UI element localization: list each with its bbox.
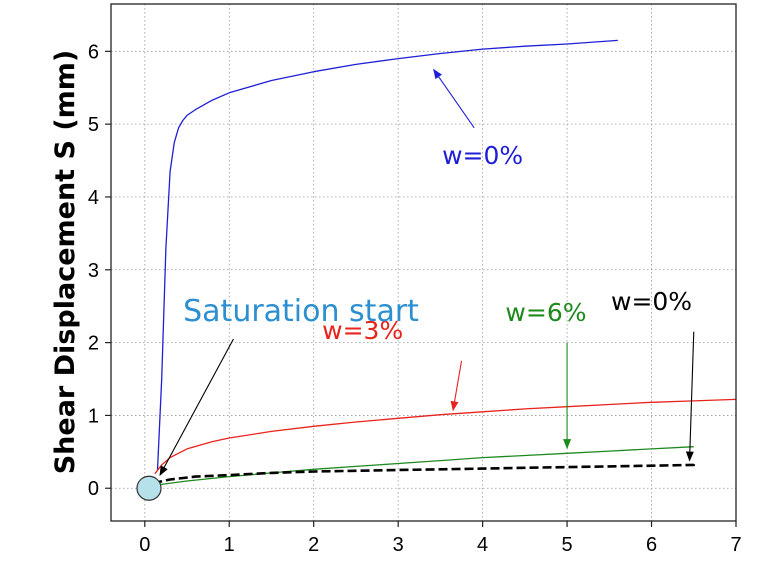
- y-tick-label-0: 0: [88, 478, 99, 500]
- y-tick-label-1: 1: [88, 405, 99, 427]
- x-tick-label-7: 7: [730, 534, 741, 556]
- annotation-arrow-1: [450, 360, 463, 412]
- series-line-1: [154, 398, 737, 475]
- annotation-label-1: w=3%: [322, 316, 403, 345]
- annotation-label-4: Saturation start: [183, 294, 419, 329]
- y-tick-label-5: 5: [88, 114, 99, 136]
- annotation-arrow-4: [159, 338, 234, 477]
- x-tick-label-3: 3: [393, 534, 404, 556]
- series-lines: [136, 39, 737, 501]
- grid-lines: [111, 4, 736, 521]
- y-tick-label-2: 2: [88, 333, 99, 355]
- y-tick-label-6: 6: [88, 41, 99, 63]
- annotations: w=0% w=3% w=6% w=0% Saturation start: [159, 68, 695, 477]
- x-tick-label-5: 5: [562, 534, 573, 556]
- series-line-3: [152, 460, 696, 485]
- x-tick-label-1: 1: [224, 534, 235, 556]
- y-axis-label: Shear Displacement S (mm): [50, 50, 81, 475]
- y-tick-label-3: 3: [88, 260, 99, 282]
- annotation-arrow-3: [685, 331, 695, 462]
- x-tick-label-2: 2: [308, 534, 319, 556]
- annotation-label-2: w=6%: [505, 298, 586, 327]
- y-tick-label-4: 4: [88, 187, 99, 209]
- annotation-label-0: w=0%: [442, 141, 523, 170]
- axis-ticks: 0 1 2 3 4 5 6 7 0 1 2 3 4 5 6: [88, 41, 742, 556]
- saturation-start-marker: [136, 475, 162, 501]
- x-tick-label-0: 0: [139, 534, 150, 556]
- annotation-label-3: w=0%: [611, 287, 692, 316]
- annotation-arrow-0: [433, 68, 475, 129]
- x-tick-label-6: 6: [646, 534, 657, 556]
- plot-frame: [110, 3, 737, 522]
- x-tick-label-4: 4: [477, 534, 488, 556]
- series-line-0: [156, 39, 618, 471]
